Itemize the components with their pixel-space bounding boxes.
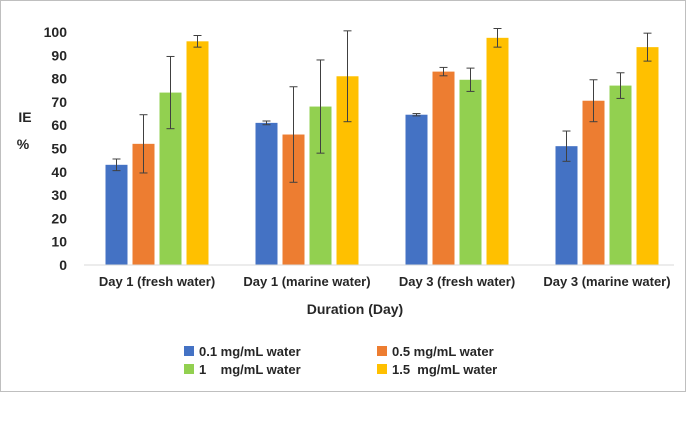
bar [609, 85, 632, 265]
y-tick-label: 0 [59, 257, 67, 273]
y-tick-label: 10 [51, 234, 67, 250]
bar-series [105, 37, 659, 266]
y-tick-label: 50 [51, 141, 67, 157]
legend-label: 1 mg/mL water [199, 362, 301, 377]
y-tick-label: 40 [51, 164, 67, 180]
x-axis-title: Duration (Day) [307, 301, 403, 317]
y-axis-label-line1: IE [18, 109, 31, 125]
bar [309, 106, 332, 265]
legend-swatch-green [184, 364, 194, 374]
bar [105, 164, 128, 265]
legend-item-1: 1 mg/mL water [184, 362, 301, 424]
bar [336, 76, 359, 266]
x-axis-ticks: Day 1 (fresh water) Day 1 (marine water) D… [99, 274, 671, 289]
legend-swatch-blue [184, 346, 194, 356]
bar [282, 134, 305, 265]
bar [132, 143, 155, 265]
legend-swatch-orange [377, 346, 387, 356]
y-tick-label: 80 [51, 71, 67, 87]
bar [159, 92, 182, 265]
legend-swatch-yellow [377, 364, 387, 374]
legend-item-0.1: 0.1 mg/mL water [184, 344, 301, 406]
error-bars [112, 28, 652, 183]
y-tick-label: 100 [44, 24, 68, 40]
chart-frame: 0 10 20 30 40 50 60 70 80 90 100 Day 1 (fresh wate… [0, 0, 686, 392]
legend-item-0.5: 0.5 mg/mL water [377, 344, 494, 406]
bar [459, 79, 482, 265]
bar-chart: 0 10 20 30 40 50 60 70 80 90 100 Day 1 (fresh wate… [17, 24, 674, 317]
bar [186, 41, 209, 265]
y-tick-label: 70 [51, 94, 67, 110]
bar [582, 100, 605, 265]
bar [432, 71, 455, 265]
y-tick-label: 60 [51, 117, 67, 133]
x-tick-label: Day 1 (fresh water) [99, 274, 215, 289]
legend-label: 0.1 mg/mL water [199, 344, 301, 359]
bar [486, 37, 509, 266]
y-tick-label: 30 [51, 187, 67, 203]
x-tick-label: Day 3 (marine water) [543, 274, 670, 289]
legend-label: 0.5 mg/mL water [392, 344, 494, 359]
y-tick-label: 90 [51, 47, 67, 63]
bar [405, 114, 428, 265]
bar [636, 47, 659, 265]
bar [555, 146, 578, 265]
x-tick-label: Day 3 (fresh water) [399, 274, 515, 289]
y-axis-ticks: 0 10 20 30 40 50 60 70 80 90 100 [44, 24, 68, 273]
x-tick-label: Day 1 (marine water) [243, 274, 370, 289]
y-tick-label: 20 [51, 210, 67, 226]
y-axis-label-line2: % [17, 136, 30, 152]
legend-label: 1.5 mg/mL water [392, 362, 498, 377]
bar [255, 122, 278, 266]
legend-item-1.5: 1.5 mg/mL water [377, 362, 497, 424]
